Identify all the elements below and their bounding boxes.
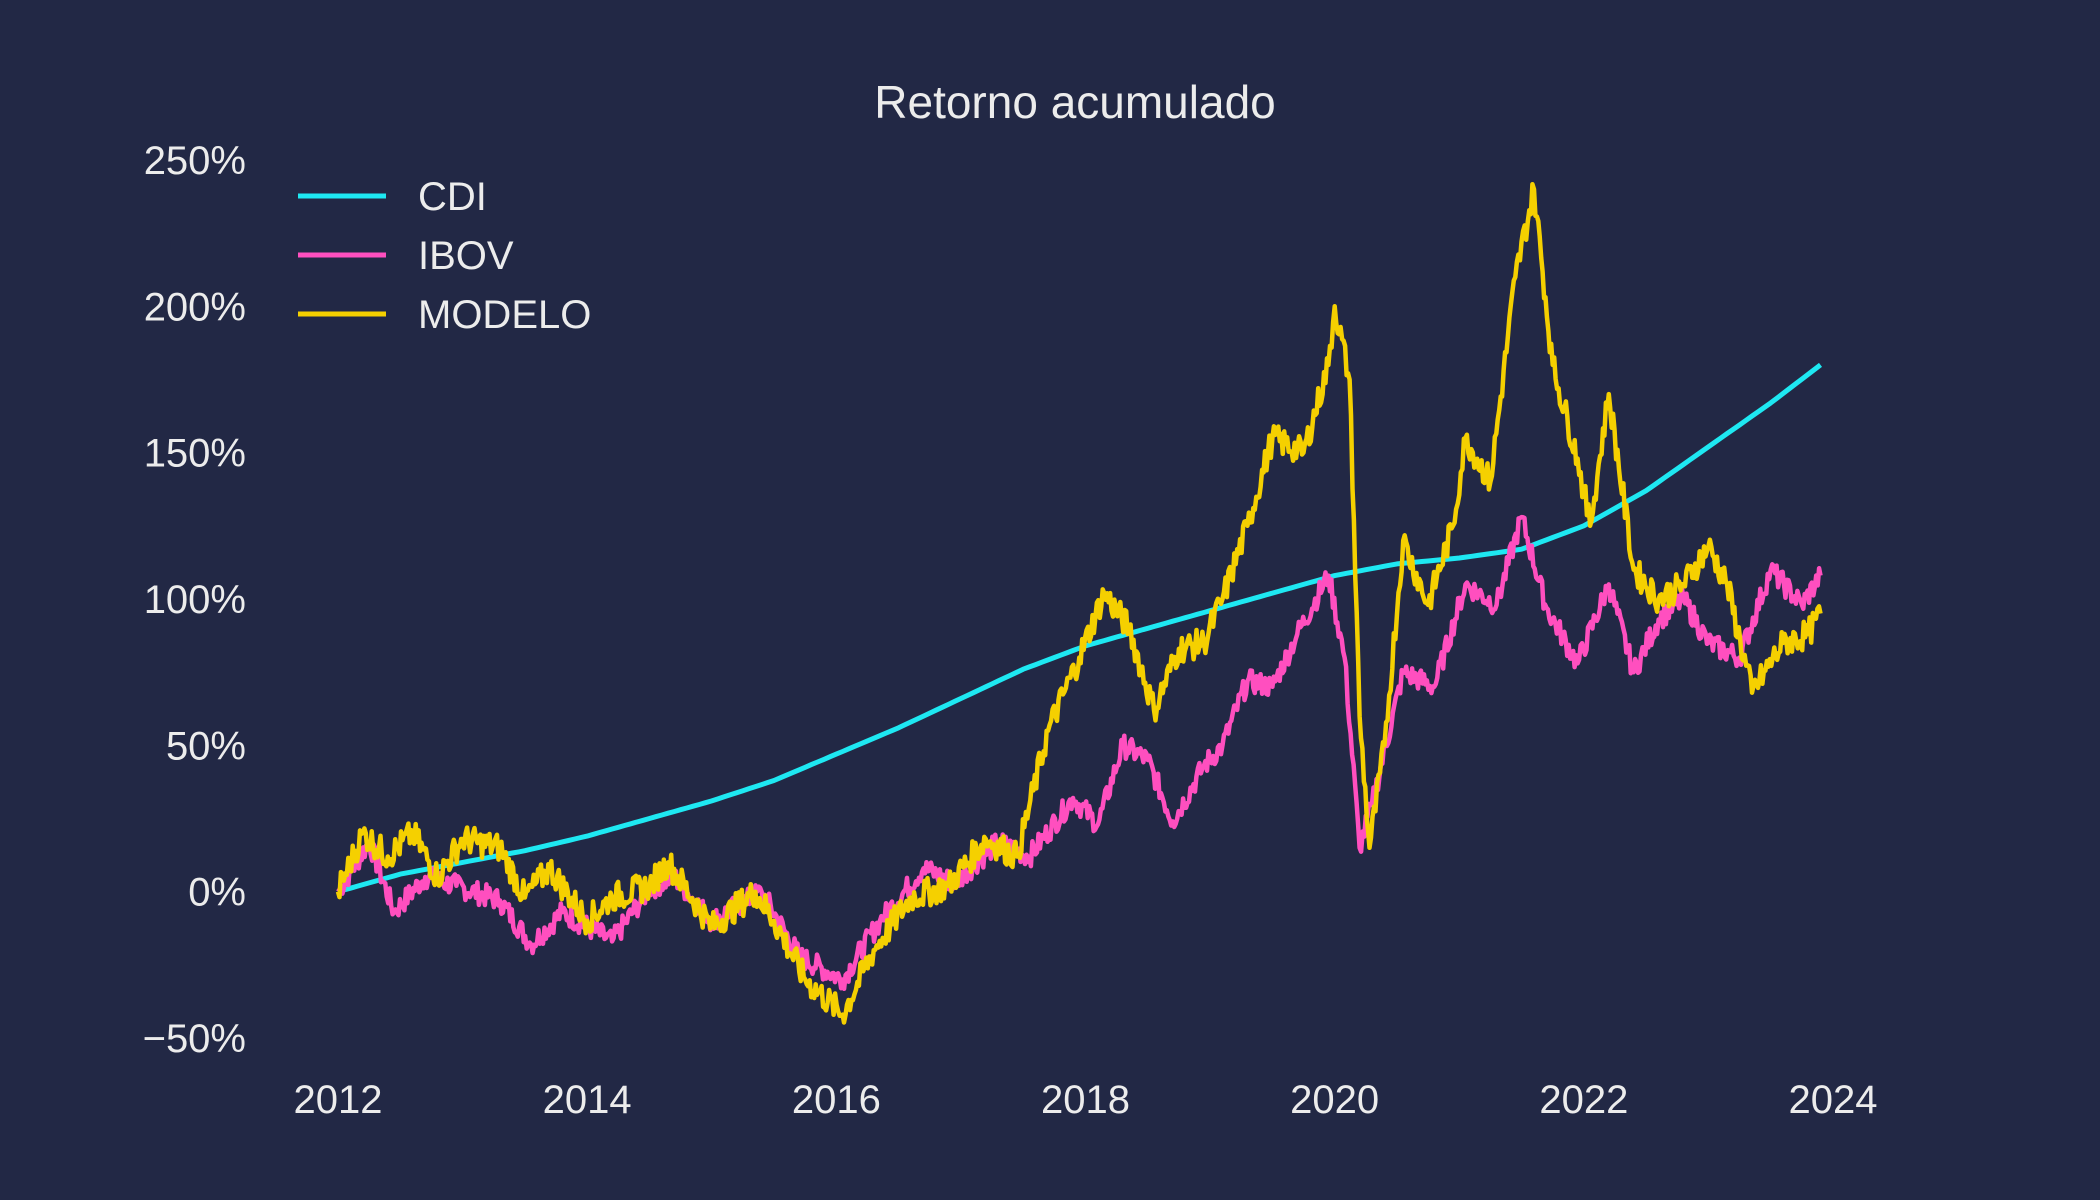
y-tick-label: 200% (144, 285, 246, 329)
x-tick-label: 2024 (1789, 1078, 1878, 1122)
chart-title: Retorno acumulado (874, 76, 1275, 128)
y-tick-label: 150% (144, 432, 246, 476)
x-tick-label: 2012 (294, 1078, 383, 1122)
y-tick-label: 250% (144, 139, 246, 183)
y-tick-label: 100% (144, 578, 246, 622)
x-tick-label: 2022 (1539, 1078, 1628, 1122)
x-tick-label: 2020 (1290, 1078, 1379, 1122)
legend-label-modelo: MODELO (418, 293, 591, 337)
series-line-modelo (335, 181, 1823, 1025)
series-lines (335, 181, 1823, 1025)
x-tick-label: 2014 (543, 1078, 632, 1122)
y-tick-label: 50% (166, 724, 246, 768)
legend-label-cdi: CDI (418, 175, 487, 219)
x-tick-label: 2018 (1041, 1078, 1130, 1122)
y-tick-label: 0% (188, 871, 246, 915)
x-tick-label: 2016 (792, 1078, 881, 1122)
y-axis-tick-labels: −50% 0% 50% 100% 150% 200% 250% (143, 139, 246, 1061)
x-axis-tick-labels: 2012 2014 2016 2018 2020 2022 2024 (294, 1078, 1878, 1122)
y-tick-label: −50% (143, 1017, 246, 1061)
legend-label-ibov: IBOV (418, 234, 514, 278)
legend: CDI IBOV MODELO (298, 175, 591, 337)
series-line-cdi (337, 362, 1823, 895)
